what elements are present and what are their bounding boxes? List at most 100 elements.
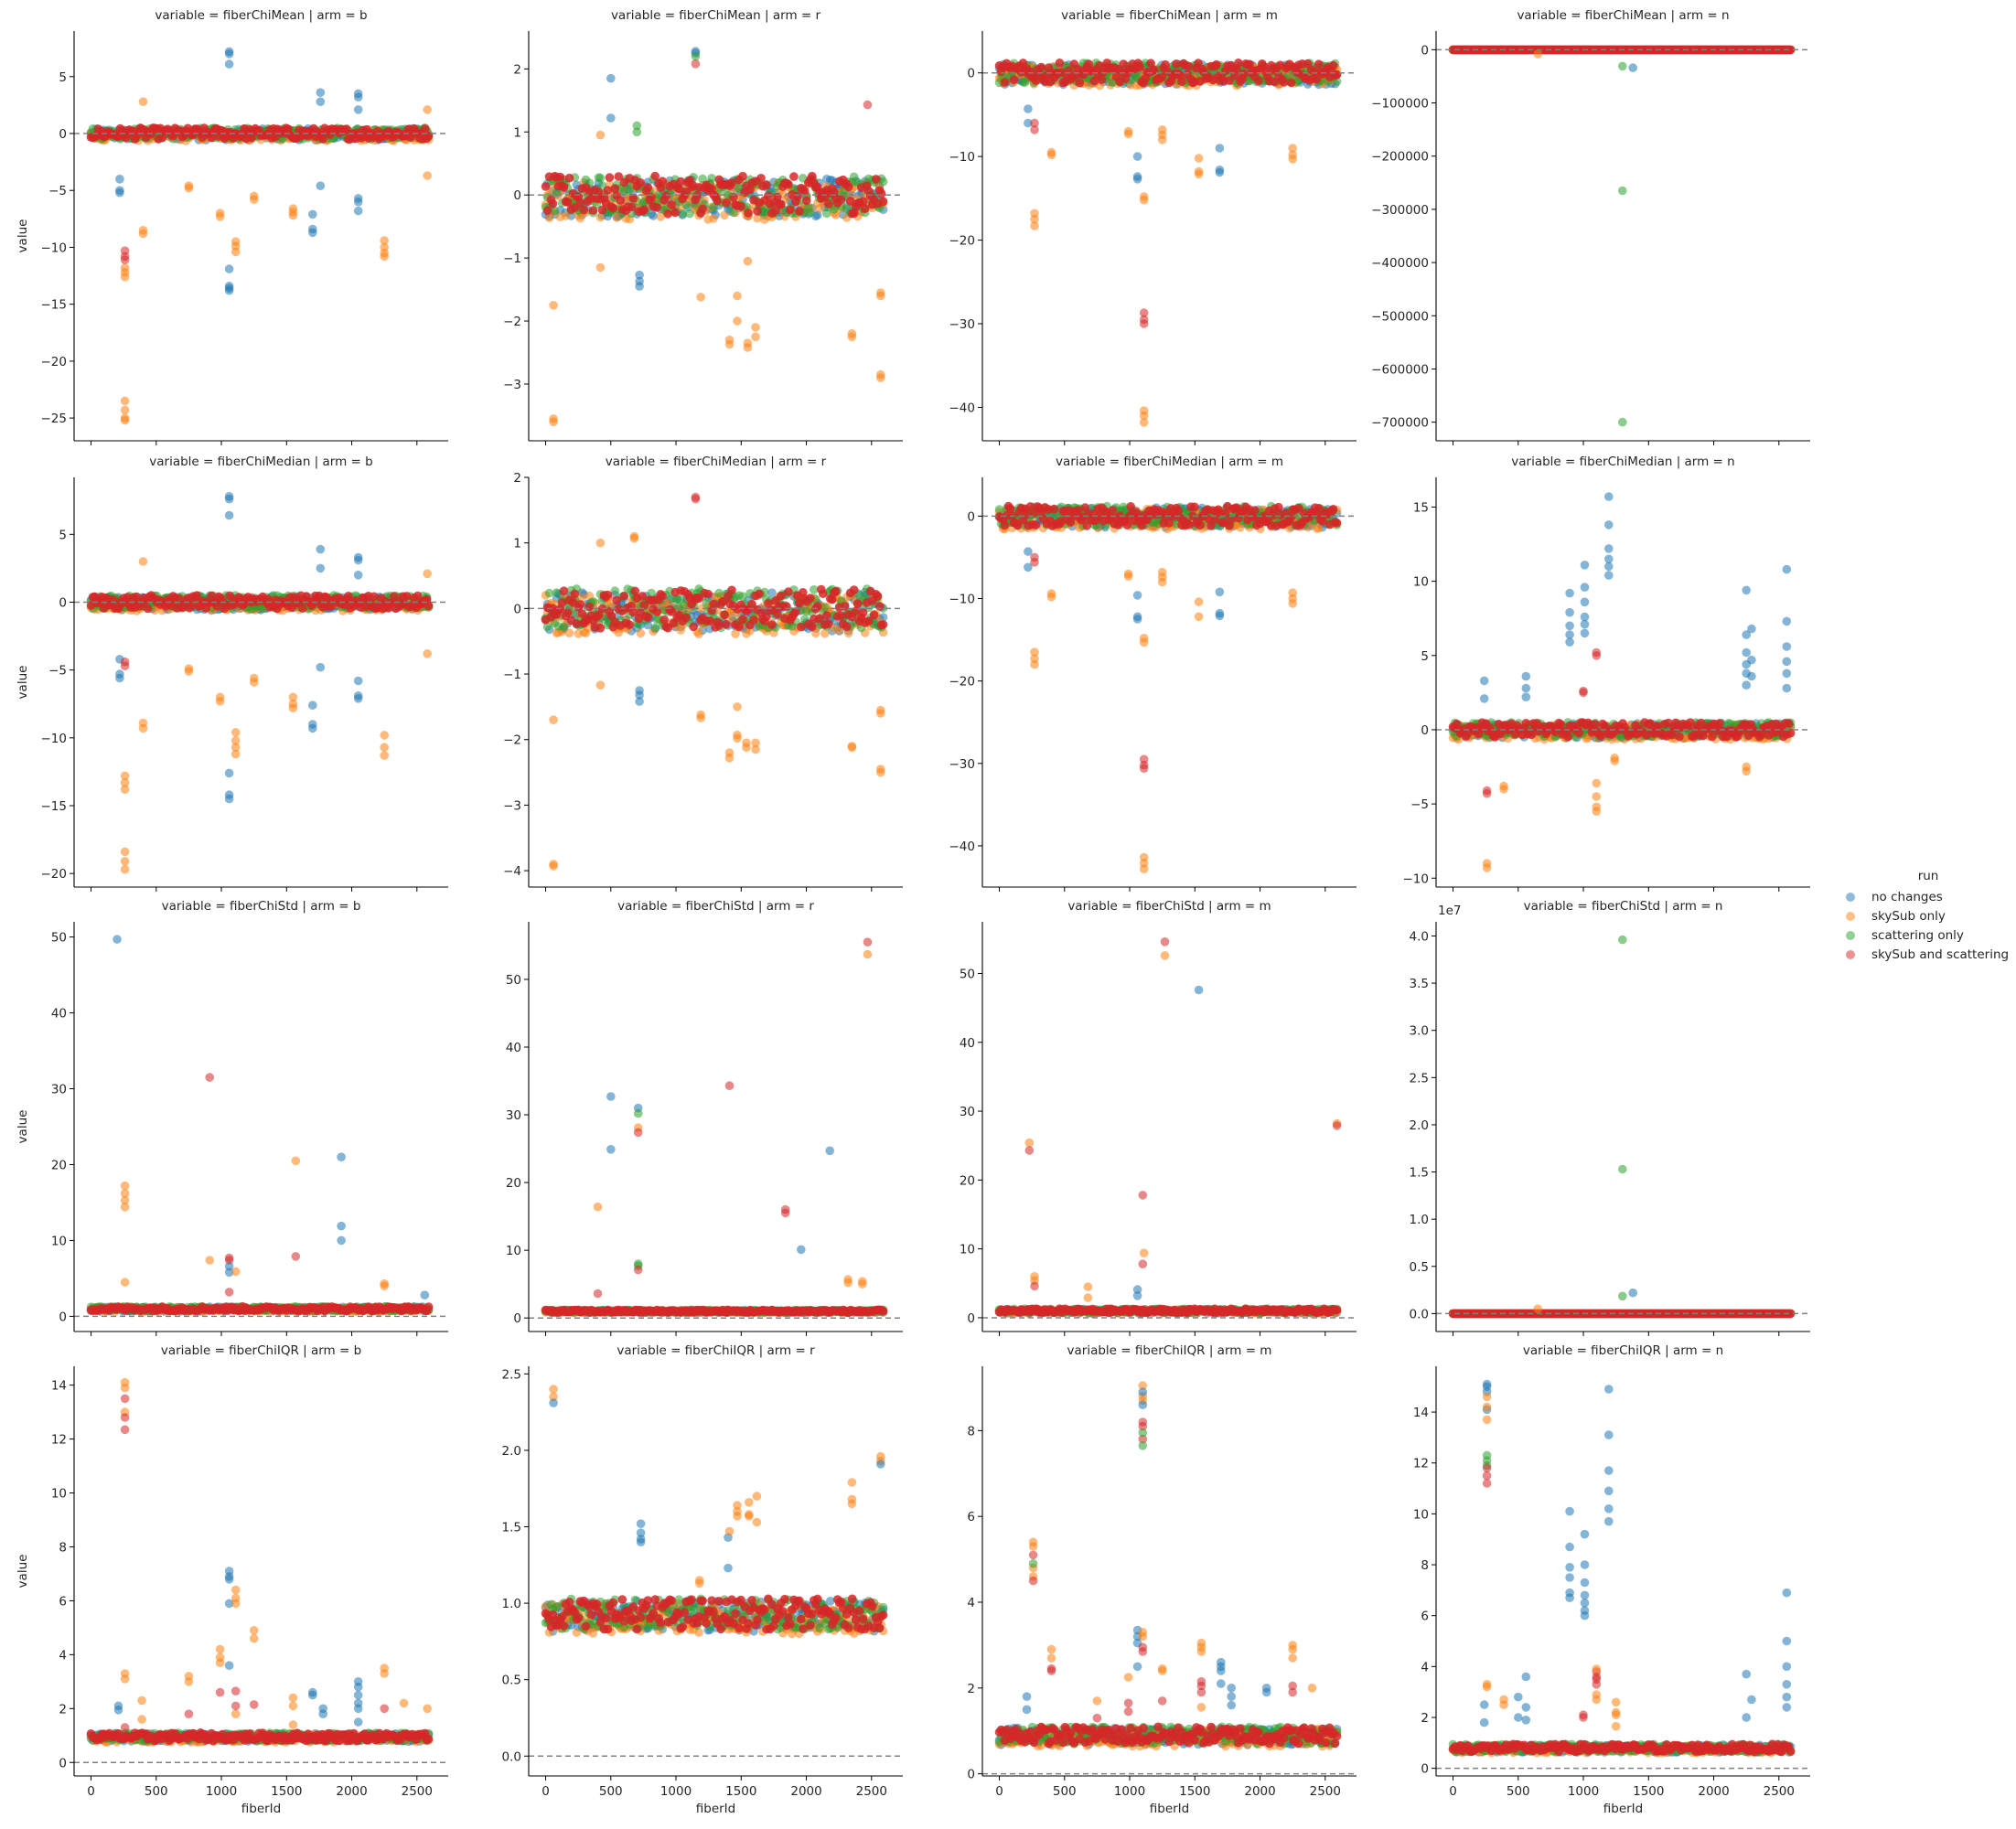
data-point	[1215, 167, 1225, 177]
data-point	[1135, 62, 1144, 72]
data-point	[1212, 59, 1221, 70]
data-point	[423, 569, 433, 579]
data-point	[849, 585, 859, 594]
facet-panel: variable = fiberChiMedian | arm = b−20−1…	[16, 455, 448, 892]
data-point	[120, 847, 130, 857]
data-point	[786, 205, 795, 215]
data-point	[549, 715, 558, 724]
data-point	[224, 285, 234, 295]
data-point	[782, 602, 791, 611]
y-tick-label: −2	[503, 733, 521, 748]
data-point	[1254, 76, 1263, 85]
data-point	[722, 620, 731, 629]
data-point	[878, 620, 888, 629]
data-point	[1194, 154, 1204, 163]
data-point	[738, 171, 747, 181]
data-point	[353, 105, 363, 114]
data-point	[784, 179, 793, 189]
data-point	[733, 702, 742, 711]
panel-title: variable = fiberChiMean | arm = b	[155, 8, 367, 23]
data-point	[819, 589, 828, 598]
y-tick-label: −700000	[1371, 416, 1429, 431]
y-tick-label: 1	[513, 537, 521, 551]
data-point	[813, 602, 822, 611]
data-point	[184, 667, 194, 676]
data-point	[423, 171, 433, 180]
data-point	[605, 173, 615, 182]
data-point	[733, 291, 742, 301]
data-point	[1030, 221, 1039, 230]
data-point	[559, 183, 569, 192]
data-point	[847, 743, 857, 753]
y-tick-label: −1	[503, 668, 521, 682]
data-point	[138, 229, 148, 239]
data-point	[703, 589, 713, 599]
facet-panel: variable = fiberChiMean | arm = n−700000…	[1371, 8, 1810, 445]
data-point	[876, 767, 885, 777]
panel-title: variable = fiberChiMedian | arm = r	[606, 455, 827, 469]
data-point	[318, 134, 327, 144]
data-point	[806, 208, 815, 218]
data-point	[871, 175, 881, 184]
data-point	[224, 768, 234, 778]
data-point	[595, 680, 606, 690]
y-tick-label: −5	[48, 184, 67, 198]
data-point	[767, 620, 777, 629]
data-point	[288, 703, 298, 712]
data-point	[1533, 49, 1542, 59]
data-point	[713, 196, 722, 206]
data-point	[353, 197, 363, 207]
data-point	[353, 206, 363, 216]
data-points	[1448, 45, 1796, 427]
y-tick-label: −20	[41, 867, 68, 882]
data-point	[249, 678, 259, 687]
y-tick-label: −1	[503, 251, 521, 266]
data-point	[808, 622, 817, 632]
data-point	[691, 494, 701, 504]
data-points	[994, 501, 1342, 873]
panel-title: variable = fiberChiMean | arm = m	[1061, 8, 1278, 23]
data-point	[762, 180, 771, 190]
y-tick-label: −4	[503, 864, 521, 879]
data-point	[1000, 78, 1010, 87]
data-point	[298, 604, 307, 613]
data-point	[608, 203, 618, 213]
data-point	[733, 733, 742, 743]
data-point	[1628, 63, 1637, 72]
facet-panel: variable = fiberChiMedian | arm = r−4−3−…	[503, 455, 903, 892]
data-points	[86, 47, 434, 425]
data-points	[86, 492, 434, 874]
data-point	[643, 183, 653, 192]
data-point	[1139, 418, 1149, 427]
data-point	[878, 197, 888, 207]
data-point	[795, 207, 804, 216]
data-point	[541, 182, 551, 191]
y-tick-label: −10	[949, 150, 976, 165]
data-point	[873, 592, 883, 601]
data-point	[627, 202, 637, 212]
data-point	[806, 594, 815, 603]
data-point	[1055, 59, 1065, 68]
data-point	[777, 199, 786, 209]
data-point	[736, 202, 745, 211]
data-point	[1024, 104, 1033, 113]
data-point	[308, 228, 317, 238]
data-point	[840, 602, 850, 611]
data-point	[1286, 78, 1296, 88]
data-point	[184, 183, 194, 193]
data-point	[869, 610, 879, 620]
data-point	[714, 588, 724, 598]
data-point	[784, 587, 793, 596]
data-point	[694, 629, 703, 638]
data-point	[316, 181, 326, 190]
y-tick-label: −2	[503, 315, 521, 329]
data-point	[316, 563, 326, 573]
data-point	[603, 590, 613, 600]
data-point	[742, 743, 751, 753]
data-point	[559, 622, 569, 632]
panel-title: variable = fiberChiMedian | arm = b	[149, 455, 372, 469]
data-points	[541, 47, 888, 427]
data-point	[120, 857, 130, 866]
data-point	[1177, 77, 1186, 86]
